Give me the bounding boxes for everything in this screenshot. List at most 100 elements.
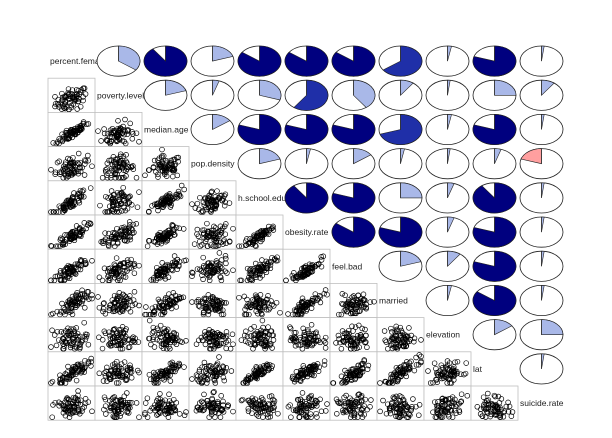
scatter-point: [342, 292, 348, 299]
scatter-point: [243, 328, 249, 335]
scatter-point: [174, 172, 181, 179]
panel-h.school.educated-percent.female: [47, 180, 96, 216]
scatter-point: [340, 338, 347, 345]
panel-pop.density-married: [378, 148, 423, 180]
panel-suicide.rate-lat: [470, 385, 519, 421]
scatter-point: [95, 128, 101, 134]
scatter-point: [113, 255, 120, 261]
scatter-point: [81, 172, 88, 178]
scatter-point: [65, 171, 71, 177]
scatter-point: [322, 334, 329, 341]
scatter-point: [204, 272, 211, 278]
scatter-point: [198, 242, 205, 248]
panel-median.age-suicide.rate: [519, 114, 564, 146]
scatter-point: [67, 198, 74, 204]
scatter-point: [70, 370, 76, 376]
scatter-point: [357, 366, 363, 373]
scatter-point: [69, 228, 75, 235]
scatter-point: [394, 326, 400, 333]
scatter-point: [207, 346, 213, 352]
scatter-point: [364, 366, 371, 372]
panel-feel.bad-feel.bad: feel.bad: [332, 261, 363, 271]
scatter-point: [394, 328, 400, 334]
scatter-point: [106, 375, 113, 382]
scatter-point: [307, 300, 313, 307]
scatter-point: [353, 343, 359, 349]
scatter-point: [312, 295, 319, 301]
scatter-point: [123, 371, 129, 377]
scatter-point: [174, 256, 180, 263]
scatter-point: [89, 292, 95, 298]
scatter-point: [81, 220, 88, 226]
panel-percent.female-percent.female: percent.female: [50, 56, 106, 66]
panel-percent.female-h.school.educated: [237, 45, 282, 77]
panel-poverty.level-elevation: [425, 79, 470, 111]
scatter-point: [110, 168, 117, 174]
scatter-point: [259, 340, 265, 347]
scatter-point: [183, 338, 189, 344]
panel-lat-poverty.level: [94, 351, 143, 387]
scatter-point: [131, 270, 138, 276]
scatter-point: [172, 161, 179, 167]
scatter-point: [213, 362, 220, 368]
scatter-point: [189, 299, 195, 305]
scatter-point: [197, 266, 203, 273]
variable-label-obesity.rate: obesity.rate: [285, 227, 329, 237]
scatter-point: [121, 260, 128, 267]
scatter-point: [48, 243, 54, 249]
panel-grid: percent.female poverty.level median.age pop…: [47, 45, 564, 421]
scatter-point: [60, 175, 67, 181]
scatter-point: [301, 269, 308, 275]
scatter-point: [119, 192, 126, 198]
scatter-point: [263, 329, 269, 335]
scatter-point: [212, 336, 219, 343]
scatter-point: [154, 336, 160, 343]
scatter-point: [76, 95, 82, 102]
scatter-point: [163, 332, 170, 338]
panel-feel.bad-median.age: [141, 248, 190, 284]
panel-poverty.level-poverty.level: poverty.level: [97, 90, 144, 100]
scatter-point: [130, 297, 137, 303]
panel-elevation-h.school.educated: [235, 317, 284, 353]
scatter-point: [101, 370, 108, 376]
scatter-point: [248, 272, 255, 279]
scatter-point: [105, 242, 112, 248]
panel-lat-elevation: [423, 351, 472, 387]
scatter-point: [367, 299, 374, 305]
scatter-point: [143, 304, 149, 310]
scatter-point: [76, 342, 83, 348]
scatter-point: [293, 329, 299, 336]
scatter-point: [218, 277, 225, 284]
scatter-point: [123, 173, 129, 179]
scatter-point: [180, 294, 187, 301]
scatter-point: [166, 262, 173, 269]
scatter-point: [308, 322, 315, 328]
scatter-point: [204, 220, 210, 227]
scatter-point: [104, 160, 111, 167]
scatter-point: [123, 158, 129, 165]
scatter-point: [178, 182, 185, 189]
scatter-point: [388, 325, 394, 332]
scatter-point: [317, 299, 324, 306]
scatter-point: [236, 243, 242, 249]
scatter-point: [52, 273, 59, 280]
scatter-point: [204, 376, 211, 382]
scatter-point: [152, 303, 159, 310]
scatter-point: [246, 270, 253, 277]
scatter-point: [108, 134, 115, 141]
scatter-point: [351, 372, 357, 379]
scatter-point: [76, 161, 82, 168]
scatter-point: [169, 166, 176, 172]
scatter-point: [101, 300, 107, 306]
scatter-point: [68, 104, 75, 111]
panel-elevation-poverty.level: [94, 317, 143, 353]
scatter-point: [268, 328, 275, 334]
scatter-point: [77, 366, 83, 373]
scatter-point: [216, 365, 223, 372]
scatter-point: [57, 376, 64, 382]
scatter-point: [69, 197, 75, 204]
scatter-point: [124, 257, 131, 263]
scatter-point: [321, 358, 328, 364]
panel-elevation-feel.bad: [329, 317, 378, 353]
scatter-point: [175, 188, 182, 195]
